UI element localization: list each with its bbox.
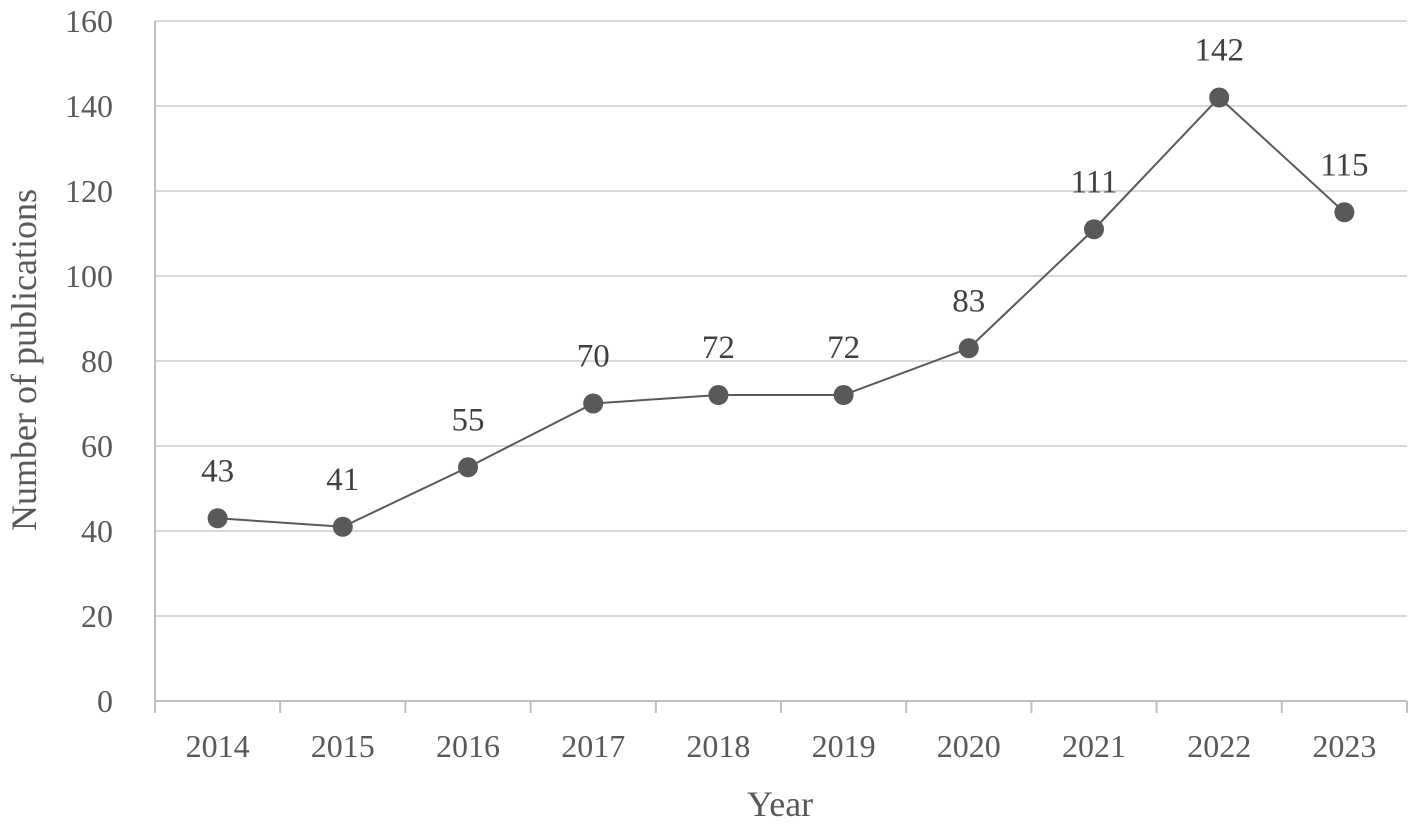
x-tick-label-2018: 2018 — [686, 728, 750, 764]
x-tick-label-2017: 2017 — [561, 728, 625, 764]
series-line-group — [217, 96, 1346, 528]
data-label-2020: 83 — [952, 283, 985, 319]
y-tick-label: 40 — [81, 513, 113, 549]
data-point-2022 — [1209, 87, 1230, 108]
y-tick-label: 0 — [97, 683, 113, 719]
data-label-2023: 115 — [1320, 147, 1368, 183]
x-tick-label-2019: 2019 — [812, 728, 876, 764]
data-point-2020 — [958, 338, 979, 359]
data-point-2023 — [1334, 202, 1355, 223]
data-label-2015: 41 — [326, 462, 359, 498]
x-tick-label-2015: 2015 — [311, 728, 375, 764]
y-axis-tick-labels: 0 20 40 60 80 100 120 140 160 — [65, 3, 113, 719]
x-axis — [154, 700, 1408, 713]
y-axis-title: Number of publications — [4, 189, 44, 531]
data-label-2017: 70 — [577, 339, 610, 375]
x-tick-label-2016: 2016 — [436, 728, 500, 764]
data-point-2017 — [583, 393, 604, 414]
data-point-2018 — [708, 385, 729, 405]
x-tick-label-2021: 2021 — [1062, 728, 1126, 764]
series-line — [217, 96, 1346, 528]
x-axis-tick-labels: 2014 2015 2016 2017 2018 2019 2020 2021 2022 2023 — [186, 728, 1377, 764]
data-labels: 43 41 55 70 72 72 83 111 142 115 — [201, 33, 1368, 498]
data-point-2015 — [332, 516, 353, 537]
x-tick-label-2020: 2020 — [937, 728, 1001, 764]
y-tick-label: 60 — [81, 428, 113, 464]
y-tick-label: 160 — [65, 3, 113, 39]
x-tick-label-2023: 2023 — [1312, 728, 1376, 764]
data-label-2019: 72 — [827, 330, 860, 366]
y-tick-label: 20 — [81, 598, 113, 634]
data-label-2018: 72 — [702, 330, 735, 366]
x-axis-title: Year — [747, 784, 813, 824]
data-label-2016: 55 — [452, 402, 485, 438]
x-tick-label-2014: 2014 — [186, 728, 250, 764]
data-markers — [207, 87, 1355, 537]
y-tick-label: 140 — [65, 88, 113, 124]
data-point-2014 — [207, 508, 228, 529]
y-tick-label: 120 — [65, 173, 113, 209]
gridlines — [154, 20, 1407, 701]
x-tick-label-2022: 2022 — [1187, 728, 1251, 764]
data-label-2021: 111 — [1070, 164, 1117, 200]
data-point-2019 — [833, 385, 854, 405]
data-label-2014: 43 — [201, 453, 234, 489]
data-point-2016 — [458, 457, 478, 478]
y-tick-label: 100 — [65, 258, 113, 294]
data-point-2021 — [1084, 219, 1104, 240]
data-label-2022: 142 — [1194, 33, 1244, 69]
y-tick-label: 80 — [81, 343, 113, 379]
